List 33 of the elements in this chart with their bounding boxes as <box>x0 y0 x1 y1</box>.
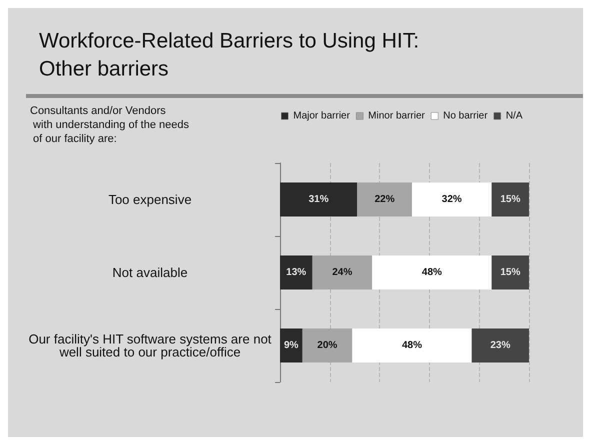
data-label: 48% <box>402 340 422 351</box>
data-label: 24% <box>332 267 352 278</box>
data-label: 48% <box>422 267 442 278</box>
bar <box>312 256 372 290</box>
legend-label: No barrier <box>443 110 488 122</box>
bar <box>357 182 412 216</box>
bar <box>492 256 529 290</box>
data-label: 13% <box>286 267 306 278</box>
data-label: 20% <box>317 340 338 351</box>
legend-label: N/A <box>506 110 523 122</box>
data-label: 15% <box>500 267 520 278</box>
data-label: 22% <box>374 194 395 205</box>
data-label: 9% <box>284 340 299 351</box>
bar <box>280 256 312 290</box>
bar <box>372 256 492 290</box>
data-label: 31% <box>308 194 329 205</box>
legend-label: Minor barrier <box>368 110 426 122</box>
bar <box>280 182 358 216</box>
data-label: 23% <box>490 340 510 351</box>
bar <box>302 328 352 362</box>
bar <box>352 328 472 362</box>
chart-title: Workforce-Related Barriers to Using HIT: Other barriers <box>39 30 420 80</box>
bar <box>280 328 302 362</box>
text: Consultants and/or Vendors with understanding of the needs of our facility are: <box>30 105 190 145</box>
y-tick-label: Our facility's HIT software systems are not well suited to our practice/office <box>28 332 272 360</box>
y-tick-label: Too expensive <box>108 192 192 207</box>
bar <box>412 182 492 216</box>
data-label: 32% <box>442 194 462 205</box>
legend-label: Major barrier <box>293 110 351 122</box>
bar <box>472 328 529 362</box>
data-label: 15% <box>500 194 520 205</box>
bar <box>492 182 529 216</box>
y-tick-label: Not available <box>112 265 188 280</box>
